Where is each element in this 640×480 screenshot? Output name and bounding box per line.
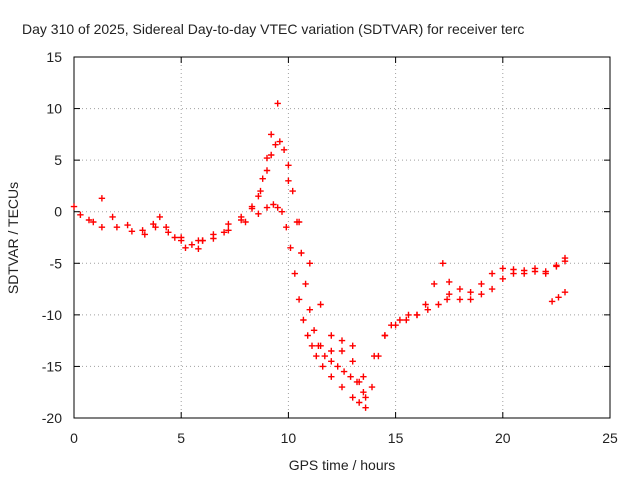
x-tick-label: 15 (388, 430, 404, 446)
plus-markers (446, 258, 569, 303)
grid-lines (74, 57, 610, 418)
x-tick-label: 5 (177, 430, 185, 446)
x-tick-label: 20 (495, 430, 511, 446)
plus-markers (70, 203, 97, 226)
x-tick-label: 10 (281, 430, 297, 446)
series-track-8 (446, 254, 569, 296)
y-tick-label: 15 (46, 49, 62, 65)
x-tick-label: 25 (602, 430, 618, 446)
x-axis-label: GPS time / hours (289, 457, 396, 473)
series-track-1 (70, 203, 97, 226)
y-tick-label: 5 (54, 152, 62, 168)
y-tick-label: -15 (42, 358, 62, 374)
plus-markers (98, 100, 281, 252)
plus-markers (199, 201, 369, 411)
series-track-6 (285, 177, 446, 401)
y-tick-label: -5 (50, 255, 63, 271)
plus-markers (98, 195, 206, 248)
x-tick-label: 0 (70, 430, 78, 446)
plot-frame (73, 56, 611, 419)
data-points (70, 100, 569, 411)
series-track-10 (548, 289, 569, 305)
series-track-5 (199, 201, 369, 411)
series-track-2 (98, 195, 206, 248)
plus-markers (285, 177, 446, 401)
y-tick-label: -20 (42, 410, 62, 426)
y-axis-label: SDTVAR / TECUs (5, 182, 21, 294)
plus-markers (548, 289, 569, 305)
chart-title: Day 310 of 2025, Sidereal Day-to-day VTE… (22, 21, 524, 37)
axis-ticks: 0 5 10 15 20 25 15 10 5 0 -5 -10 -15 -20 (42, 49, 618, 446)
series-track-7 (317, 296, 451, 380)
series-track-3 (98, 100, 281, 252)
plus-markers (446, 254, 569, 296)
plus-markers (178, 138, 367, 396)
y-tick-label: 0 (54, 204, 62, 220)
series-track-4 (178, 138, 367, 396)
series-track-9 (446, 258, 569, 303)
plus-markers (317, 296, 451, 380)
y-tick-label: -10 (42, 307, 62, 323)
y-tick-label: 10 (46, 101, 62, 117)
